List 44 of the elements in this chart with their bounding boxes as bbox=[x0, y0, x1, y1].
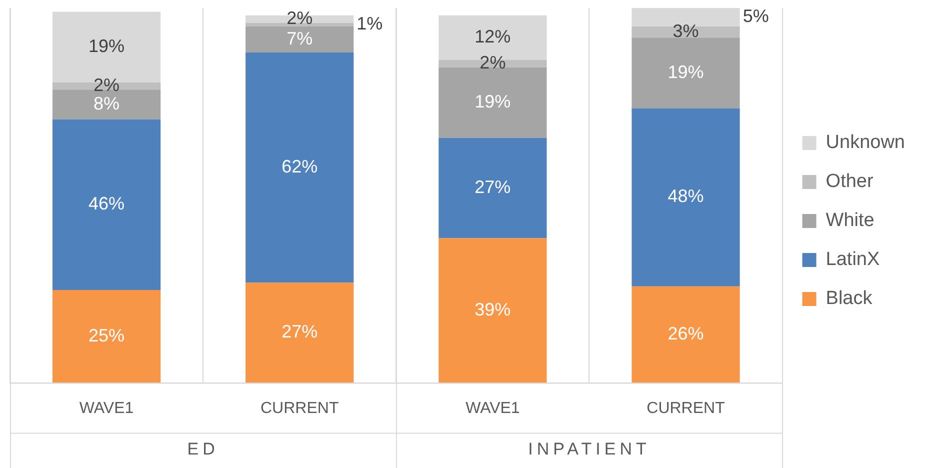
bar bbox=[52, 119, 161, 290]
data-label: 27% bbox=[474, 176, 511, 197]
data-label: 46% bbox=[88, 194, 125, 214]
data-label: 5% bbox=[742, 6, 769, 26]
data-label: 39% bbox=[474, 299, 511, 320]
legend-label: Black bbox=[826, 288, 873, 310]
x-tick-label: CURRENT bbox=[646, 400, 726, 417]
data-label: 25% bbox=[88, 325, 125, 346]
data-label: 19% bbox=[668, 62, 704, 82]
data-label: 3% bbox=[672, 21, 699, 42]
bar bbox=[246, 22, 354, 27]
bar bbox=[632, 286, 740, 383]
data-label: 7% bbox=[286, 28, 313, 49]
data-label: 19% bbox=[88, 36, 125, 56]
bar bbox=[52, 290, 161, 383]
legend-label: White bbox=[826, 210, 874, 232]
bar bbox=[438, 67, 547, 138]
data-label: 19% bbox=[474, 92, 511, 112]
data-label: 26% bbox=[668, 324, 704, 344]
legend-label: Other bbox=[826, 171, 874, 192]
text: INPATIENT bbox=[528, 439, 650, 458]
legend-label: Unknown bbox=[826, 132, 906, 154]
x-tick-label: WAVE1 bbox=[79, 400, 134, 417]
bar bbox=[246, 26, 354, 53]
x-tick-label: CURRENT bbox=[260, 400, 339, 417]
text: ED bbox=[187, 439, 219, 458]
bar bbox=[246, 52, 354, 283]
legend-label: LatinX bbox=[826, 249, 880, 270]
data-label: 27% bbox=[282, 322, 318, 342]
bar bbox=[52, 90, 161, 120]
bar bbox=[632, 38, 740, 108]
data-label: 2% bbox=[480, 52, 506, 73]
data-label: 2% bbox=[286, 8, 313, 28]
bar bbox=[438, 138, 547, 238]
bar bbox=[438, 238, 547, 383]
data-label: 8% bbox=[94, 93, 120, 114]
bar bbox=[632, 108, 740, 286]
x-tick-label: WAVE1 bbox=[466, 400, 520, 417]
data-label: 2% bbox=[94, 74, 120, 95]
data-label: 12% bbox=[474, 26, 511, 47]
data-label: 48% bbox=[668, 186, 704, 206]
bar bbox=[246, 282, 354, 383]
data-label: 1% bbox=[356, 14, 383, 34]
data-label: 62% bbox=[282, 156, 318, 177]
